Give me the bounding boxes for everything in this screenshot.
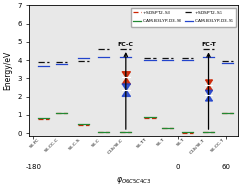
Legend: +SDSPT2-S$_0$, CAM-B3LYP-D3-S$_0$, +SDSPT2-S$_1$, CAM-B3LYP-D3-S$_1$: +SDSPT2-S$_0$, CAM-B3LYP-D3-S$_0$, +SDSP… — [131, 8, 236, 27]
Text: S$_0$-CC-T: S$_0$-CC-T — [209, 136, 228, 155]
Text: S$_0$-CC-C: S$_0$-CC-C — [43, 136, 62, 155]
Text: FC-C: FC-C — [118, 42, 134, 47]
Text: S$_0$-FC: S$_0$-FC — [28, 136, 43, 151]
Text: S$_0$-T: S$_0$-T — [154, 136, 167, 149]
Y-axis label: Energy/eV: Energy/eV — [3, 51, 12, 90]
Text: S$_0$-C-S: S$_0$-C-S — [67, 136, 83, 153]
Text: CI-S/S$_0$-C: CI-S/S$_0$-C — [105, 136, 126, 157]
Text: S$_0$-T: S$_0$-T — [174, 136, 188, 149]
Text: S$_0$-TT: S$_0$-TT — [135, 136, 150, 151]
Text: FC-T: FC-T — [201, 42, 216, 47]
Text: CI-S/S$_0$-T: CI-S/S$_0$-T — [188, 136, 208, 157]
Text: S$_0$-C: S$_0$-C — [90, 136, 103, 149]
X-axis label: $\varphi_{O6C5C4C3}$: $\varphi_{O6C5C4C3}$ — [116, 175, 152, 186]
